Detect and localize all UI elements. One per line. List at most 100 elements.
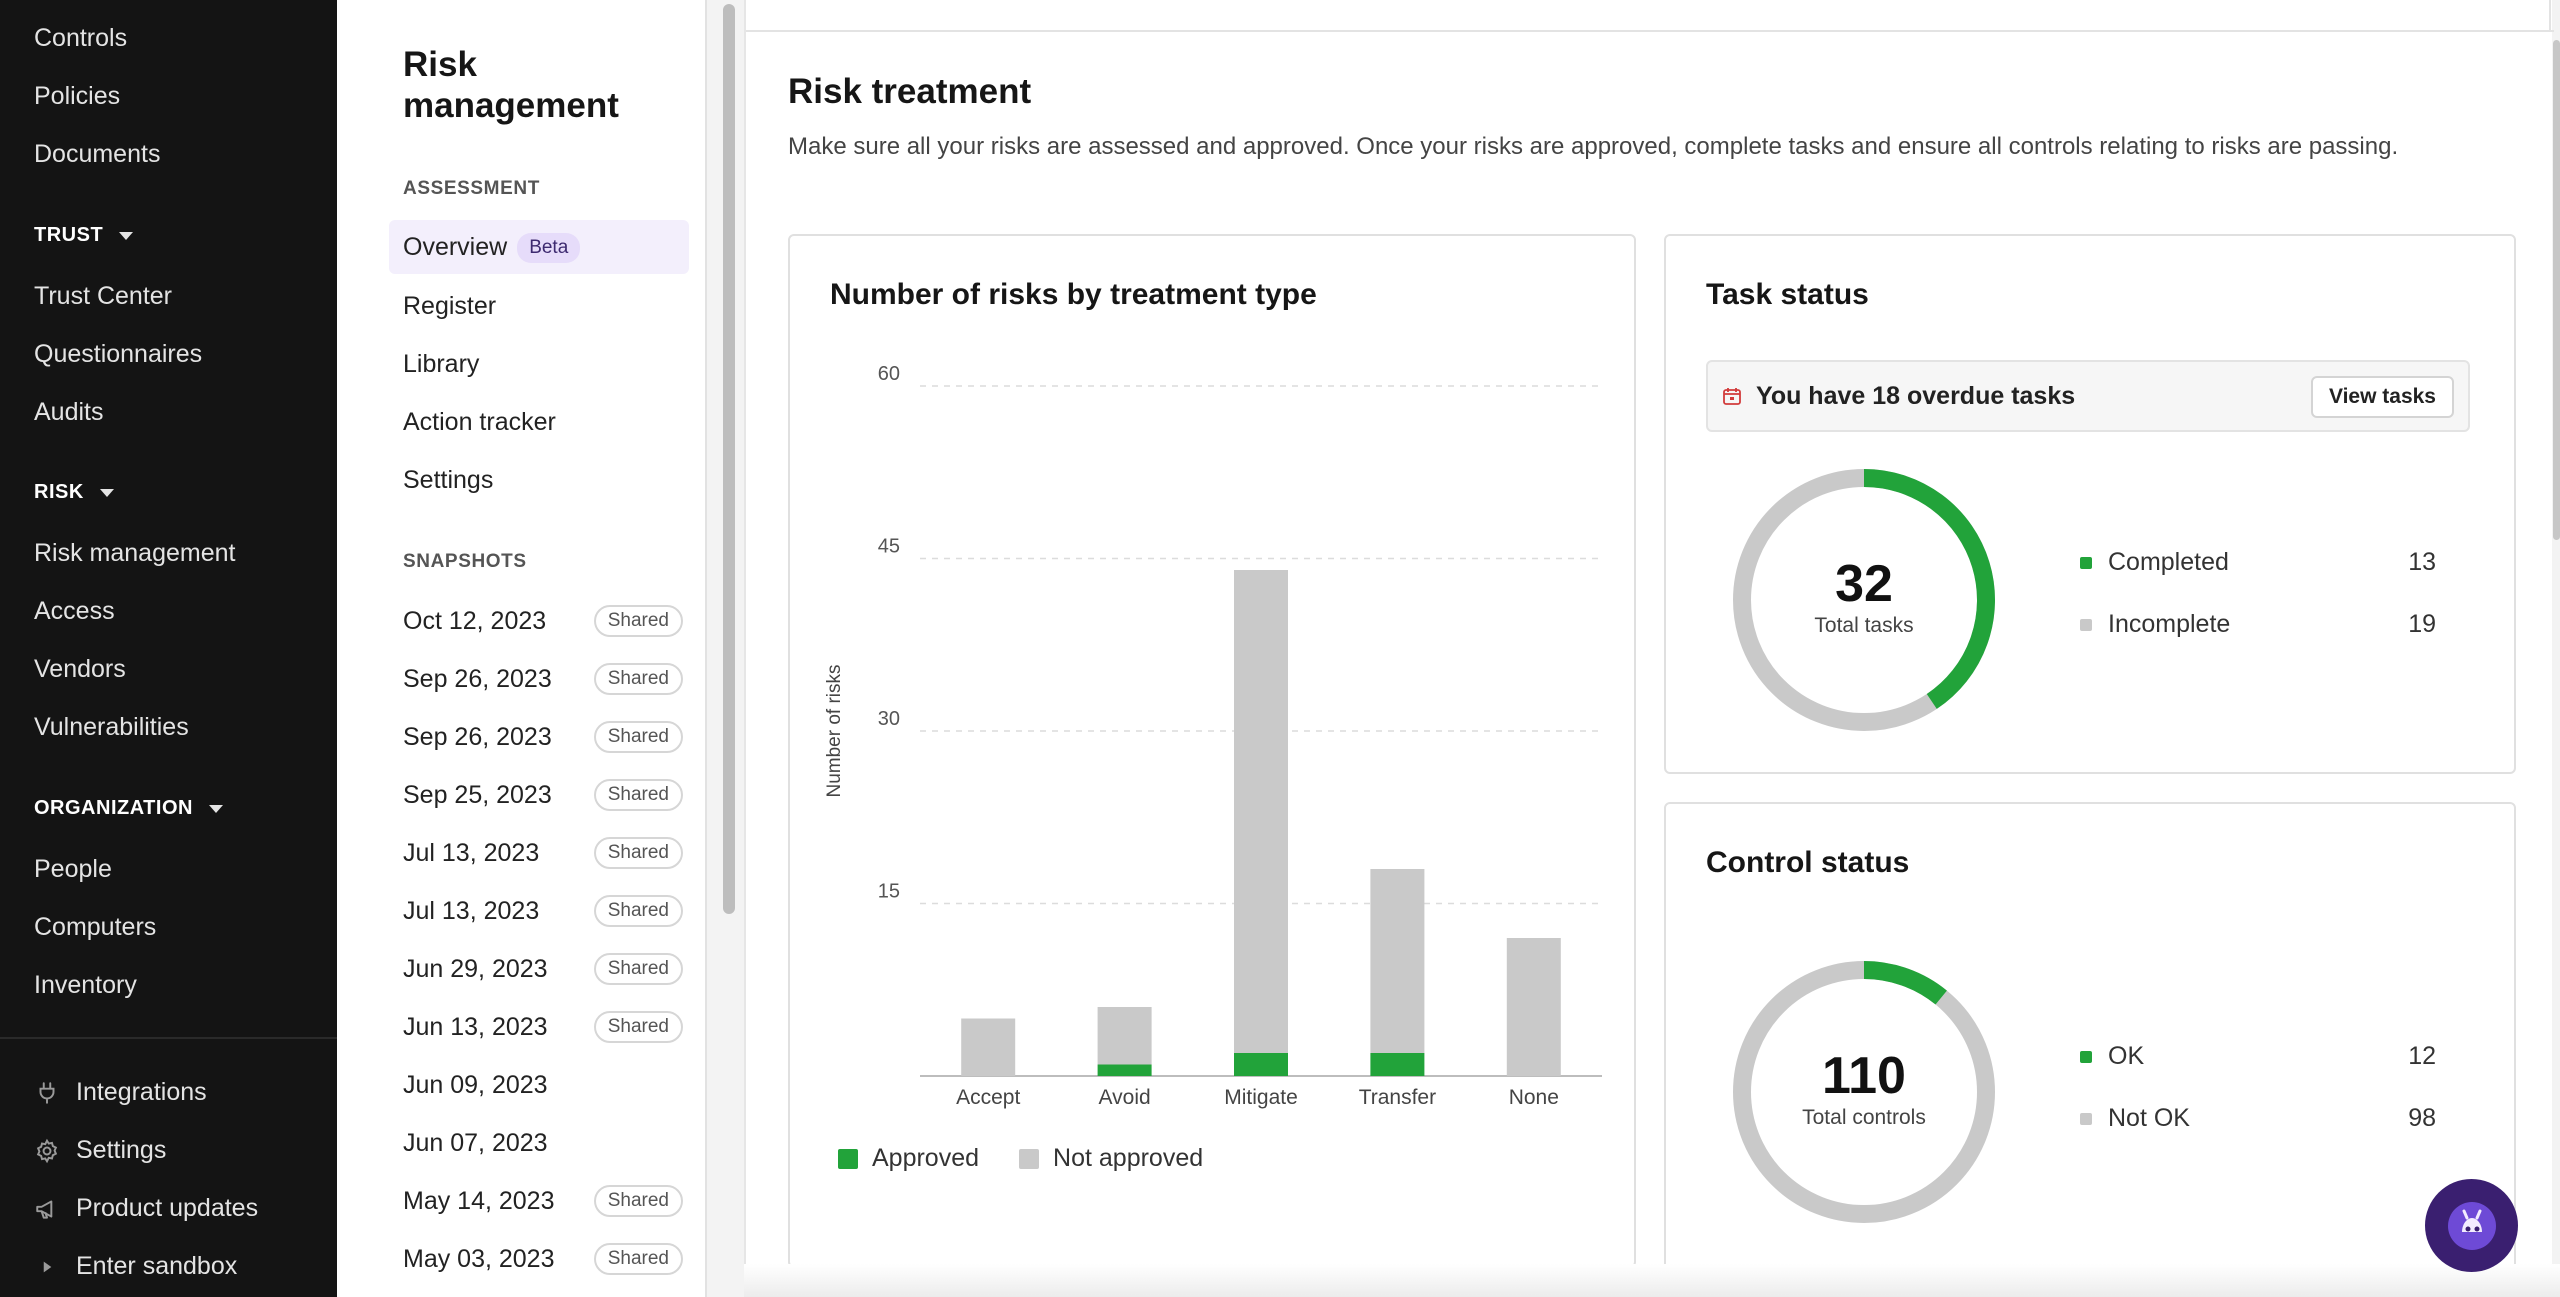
shared-badge: Shared	[593, 779, 683, 811]
incomplete-label: Incomplete	[2108, 610, 2231, 638]
nav-item-audits[interactable]: Audits	[34, 398, 104, 426]
snapshot-item[interactable]: Jun 29, 2023 Shared	[403, 949, 683, 989]
subnav-scrollbar[interactable]	[723, 4, 735, 914]
bar-approved	[1097, 1064, 1152, 1076]
snapshot-item[interactable]: Jul 13, 2023 Shared	[403, 833, 683, 873]
subnav-section-assessment: ASSESSMENT	[403, 178, 540, 199]
shared-badge: Shared	[593, 605, 683, 637]
nav-item-documents[interactable]: Documents	[34, 140, 161, 168]
subnav-title: Risk management	[403, 45, 619, 125]
ok-swatch	[2080, 1050, 2092, 1063]
gear-icon	[36, 1138, 58, 1163]
shared-badge: Shared	[593, 953, 683, 985]
nav-item-computers[interactable]: Computers	[34, 913, 157, 941]
nav-item-policies[interactable]: Policies	[34, 82, 121, 110]
bar-not-approved	[1506, 938, 1561, 1076]
legend-item-approved[interactable]: Approved	[838, 1144, 979, 1173]
nav-section-risk[interactable]: RISK	[34, 481, 114, 504]
assistant-icon	[2447, 1201, 2496, 1250]
snapshot-date: Oct 12, 2023	[403, 606, 547, 635]
calendar-icon	[1723, 388, 1741, 405]
shared-badge: Shared	[593, 1011, 683, 1043]
subnav-item-action-tracker[interactable]: Action tracker	[403, 408, 556, 436]
nav-item-vendors[interactable]: Vendors	[34, 655, 126, 683]
snapshot-item[interactable]: Oct 12, 2023 Shared	[403, 601, 683, 641]
snapshot-item[interactable]: Jul 13, 2023 Shared	[403, 891, 683, 931]
snapshot-date: Jun 09, 2023	[403, 1070, 548, 1099]
control-status-card: Control status 110 Total controls OK 12 …	[1664, 802, 2516, 1272]
chart-legend: Approved Not approved	[838, 1144, 1203, 1173]
task-stat-completed: Completed 13	[2080, 548, 2436, 577]
snapshot-date: Sep 26, 2023	[403, 664, 552, 693]
snapshot-item[interactable]: May 03, 2023 Shared	[403, 1239, 683, 1279]
risk-management-subnav: Risk management ASSESSMENT Overview Beta …	[337, 0, 707, 1297]
risks-by-treatment-chart: 15 30 45 60 Number of risks Accept Avoid Mitiga…	[824, 363, 1602, 1109]
nav-item-product-updates-label: Product updates	[76, 1194, 259, 1222]
nav-item-people[interactable]: People	[34, 855, 112, 883]
shared-badge: Shared	[593, 837, 683, 869]
nav-item-integrations[interactable]: Integrations	[34, 1078, 207, 1107]
caret-down-icon	[119, 231, 134, 240]
not-ok-swatch	[2080, 1112, 2092, 1125]
shared-badge: Shared	[593, 663, 683, 695]
legend-item-not-approved[interactable]: Not approved	[1019, 1144, 1203, 1173]
nav-section-organization[interactable]: ORGANIZATION	[34, 797, 223, 820]
legend-label-not-approved: Not approved	[1053, 1144, 1204, 1172]
total-controls-label: Total controls	[1802, 1106, 1926, 1129]
x-tick-label: Transfer	[1359, 1086, 1436, 1109]
task-stat-incomplete: Incomplete 19	[2080, 610, 2436, 639]
bar-not-approved	[1370, 869, 1425, 1053]
overdue-tasks-text: You have 18 overdue tasks	[1756, 382, 2076, 410]
snapshot-item[interactable]: May 14, 2023 Shared	[403, 1181, 683, 1221]
not-ok-value: 98	[2408, 1104, 2436, 1132]
nav-item-settings[interactable]: Settings	[34, 1136, 166, 1165]
control-status-donut	[1733, 961, 1995, 1223]
subnav-item-overview[interactable]: Overview Beta	[403, 233, 581, 263]
nav-section-trust[interactable]: TRUST	[34, 224, 134, 247]
view-tasks-button[interactable]: View tasks	[2310, 376, 2454, 418]
nav-item-integrations-label: Integrations	[76, 1078, 207, 1106]
main-content: Risk treatment Make sure all your risks …	[744, 0, 2554, 1297]
snapshot-item[interactable]: Jun 07, 2023	[403, 1123, 683, 1163]
snapshot-item[interactable]: Jun 13, 2023 Shared	[403, 1007, 683, 1047]
nav-item-trust-center[interactable]: Trust Center	[34, 282, 173, 310]
nav-section-risk-label: RISK	[34, 481, 84, 503]
task-status-donut	[1733, 469, 1995, 731]
risks-by-treatment-card: Number of risks by treatment type 15 30 45…	[788, 234, 1636, 1268]
nav-item-controls[interactable]: Controls	[34, 24, 128, 52]
nav-item-risk-management[interactable]: Risk management	[34, 539, 236, 567]
snapshot-item[interactable]: Sep 25, 2023 Shared	[403, 775, 683, 815]
megaphone-icon	[36, 1199, 53, 1219]
nav-item-inventory[interactable]: Inventory	[34, 971, 137, 999]
nav-section-trust-label: TRUST	[34, 224, 104, 246]
subnav-section-snapshots: SNAPSHOTS	[403, 551, 527, 572]
page-scrollbar[interactable]	[2553, 40, 2560, 540]
subnav-item-library[interactable]: Library	[403, 350, 480, 378]
control-stat-not-ok: Not OK 98	[2080, 1104, 2436, 1133]
x-tick-label: Avoid	[1099, 1086, 1151, 1109]
overdue-tasks-banner: You have 18 overdue tasks View tasks	[1706, 360, 2470, 432]
snapshot-item[interactable]: Sep 26, 2023 Shared	[403, 717, 683, 757]
bar-not-approved	[961, 1018, 1016, 1076]
bar-approved	[1234, 1053, 1288, 1076]
snapshot-item[interactable]: Sep 26, 2023 Shared	[403, 659, 683, 699]
nav-item-vulnerabilities[interactable]: Vulnerabilities	[34, 713, 189, 741]
nav-item-access[interactable]: Access	[34, 597, 115, 625]
nav-item-product-updates[interactable]: Product updates	[34, 1194, 258, 1223]
play-icon	[43, 1261, 52, 1272]
caret-down-icon	[99, 488, 114, 497]
header-divider	[746, 30, 2554, 32]
subnav-item-register[interactable]: Register	[403, 292, 497, 320]
y-tick-label: 45	[878, 536, 900, 558]
snapshot-item[interactable]: Jun 09, 2023	[403, 1065, 683, 1105]
control-donut-arc	[1863, 961, 1947, 1005]
nav-item-enter-sandbox[interactable]: Enter sandbox	[34, 1252, 237, 1281]
task-status-card: Task status You have 18 overdue tasks Vi…	[1664, 234, 2516, 774]
bar-approved	[1370, 1053, 1425, 1076]
chat-help-button[interactable]	[2425, 1179, 2518, 1272]
nav-item-questionnaires[interactable]: Questionnaires	[34, 340, 203, 368]
chart-title: Number of risks by treatment type	[830, 278, 1317, 311]
nav-item-enter-sandbox-label: Enter sandbox	[76, 1252, 238, 1280]
bar-not-approved	[1097, 1007, 1152, 1065]
subnav-item-settings[interactable]: Settings	[403, 466, 494, 494]
